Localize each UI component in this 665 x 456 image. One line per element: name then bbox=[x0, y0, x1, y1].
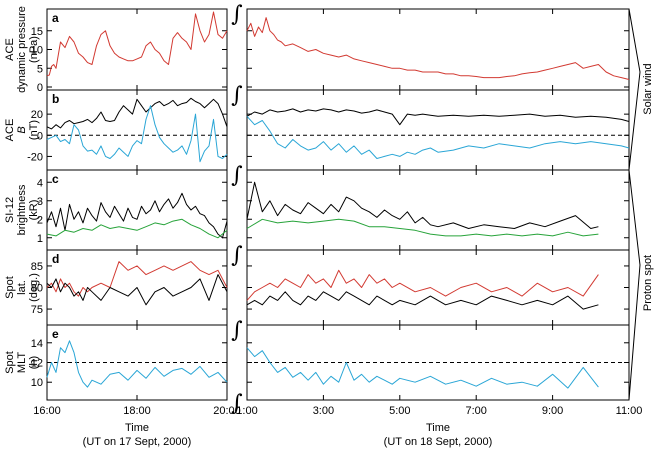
panel-a-left-frame bbox=[46, 8, 228, 91]
panel-e-left-frame bbox=[46, 324, 228, 401]
panel-a-ylabel-line: ACE bbox=[4, 38, 16, 61]
x-tick-label-right: 11:00 bbox=[616, 405, 643, 417]
panel-a-red-series-left bbox=[46, 11, 228, 77]
y-tick-label: 0 bbox=[37, 130, 43, 142]
panel-d-red-series-left bbox=[46, 261, 228, 297]
panel-e-ylabel-line: (h) bbox=[28, 356, 40, 369]
x-tick-label-right: 1:00 bbox=[236, 405, 257, 417]
side-label-proton-spot: Proton spot bbox=[642, 255, 654, 311]
axis-break-icon: ∫ bbox=[231, 391, 243, 416]
y-tick-label: 20 bbox=[31, 109, 43, 121]
y-tick-label: 14 bbox=[31, 338, 43, 350]
panel-c-right-frame bbox=[246, 169, 630, 251]
panel-a-red-series-right bbox=[246, 17, 630, 80]
y-tick-label: 0 bbox=[37, 82, 43, 94]
panel-c-green-series-left bbox=[46, 218, 228, 239]
panel-letter-a: a bbox=[52, 11, 59, 25]
axis-break-icon: ∫ bbox=[231, 318, 243, 343]
y-tick-label: 85 bbox=[31, 261, 43, 273]
panel-letter-c: c bbox=[52, 172, 59, 186]
panel-b-blue-series-right bbox=[246, 115, 630, 159]
x-subtitle-left: (UT on 17 Sept, 2000) bbox=[83, 436, 192, 448]
panel-d-right-frame bbox=[246, 249, 630, 326]
x-tick-label-left: 16:00 bbox=[33, 405, 61, 417]
x-title-left: Time bbox=[125, 422, 149, 434]
x-tick-label-right: 7:00 bbox=[465, 405, 486, 417]
panel-b-black-series-right bbox=[246, 108, 630, 126]
panel-d-ylabel-line: (deg.) bbox=[28, 273, 40, 302]
y-tick-label: 1 bbox=[37, 233, 43, 245]
panel-d-red-series-right bbox=[246, 269, 599, 301]
axis-break-icon: ∫ bbox=[231, 243, 243, 268]
axis-break-icon: ∫ bbox=[231, 163, 243, 188]
y-tick-label: 10 bbox=[31, 377, 43, 389]
x-tick-label-right: 3:00 bbox=[313, 405, 334, 417]
axes-layer bbox=[46, 8, 641, 401]
panel-d-ylabel-line: lat. bbox=[16, 280, 28, 295]
panel-c-ylabel-line: SI-12 bbox=[4, 197, 16, 223]
panel-c-ylabel-line: (kR) bbox=[28, 200, 40, 221]
panel-b-blue-series-left bbox=[46, 105, 228, 163]
panel-letter-d: d bbox=[52, 252, 59, 266]
x-tick-label-left: 20:00 bbox=[213, 405, 241, 417]
panel-c-left-frame bbox=[46, 169, 228, 251]
panel-d-ylabel-line: Spot bbox=[4, 276, 16, 299]
panel-c-ylabel-line: brightness bbox=[16, 184, 28, 235]
y-tick-label: 3 bbox=[37, 196, 43, 208]
y-tick-label: -20 bbox=[27, 151, 43, 163]
y-tick-label: 75 bbox=[31, 304, 43, 316]
y-tick-label: 4 bbox=[37, 177, 43, 189]
solar-wind-bracket bbox=[628, 8, 641, 171]
side-label-solar-wind: Solar wind bbox=[642, 63, 654, 114]
panel-e-ylabel-line: Spot bbox=[4, 351, 16, 374]
panel-c-black-series-right bbox=[246, 181, 599, 229]
panel-e-ylabel-line: MLT bbox=[16, 352, 28, 373]
panel-d-black-series-left bbox=[46, 274, 228, 306]
panel-b-black-series-left bbox=[46, 97, 228, 130]
panel-c-black-series-left bbox=[46, 192, 228, 239]
panel-d-black-series-right bbox=[246, 291, 599, 310]
proton-spot-bracket bbox=[628, 169, 641, 401]
y-tick-label: 80 bbox=[31, 283, 43, 295]
panel-b-ylabel-line: ACE bbox=[4, 119, 16, 142]
panel-letter-e: e bbox=[52, 327, 59, 341]
series-layer bbox=[46, 11, 630, 389]
panel-a-ylabel-line: (nPa) bbox=[28, 36, 40, 63]
x-tick-label-right: 9:00 bbox=[542, 405, 563, 417]
x-subtitle-right: (UT on 18 Sept, 2000) bbox=[384, 436, 493, 448]
panel-a-ylabel-line: dynamic pressure bbox=[16, 6, 28, 93]
x-tick-label-left: 18:00 bbox=[123, 405, 151, 417]
y-tick-label: 12 bbox=[31, 358, 43, 370]
x-tick-label-right: 5:00 bbox=[389, 405, 410, 417]
panel-b-right-frame bbox=[246, 89, 630, 171]
y-tick-label: 2 bbox=[37, 214, 43, 226]
panel-e-blue-series-right bbox=[246, 347, 599, 389]
panel-e-blue-series-left bbox=[46, 340, 228, 388]
x-title-right: Time bbox=[426, 422, 450, 434]
panel-b-ylabel-line: (nT) bbox=[28, 120, 40, 140]
panel-b-ylabel-line: B bbox=[16, 126, 28, 133]
panel-letter-b: b bbox=[52, 92, 59, 106]
panel-c-green-series-right bbox=[246, 218, 599, 237]
axis-break-icon: ∫ bbox=[231, 83, 243, 108]
y-tick-label: 10 bbox=[31, 45, 43, 57]
y-tick-label: 5 bbox=[37, 63, 43, 75]
axis-break-icon: ∫ bbox=[231, 2, 243, 27]
y-tick-label: 15 bbox=[31, 26, 43, 38]
